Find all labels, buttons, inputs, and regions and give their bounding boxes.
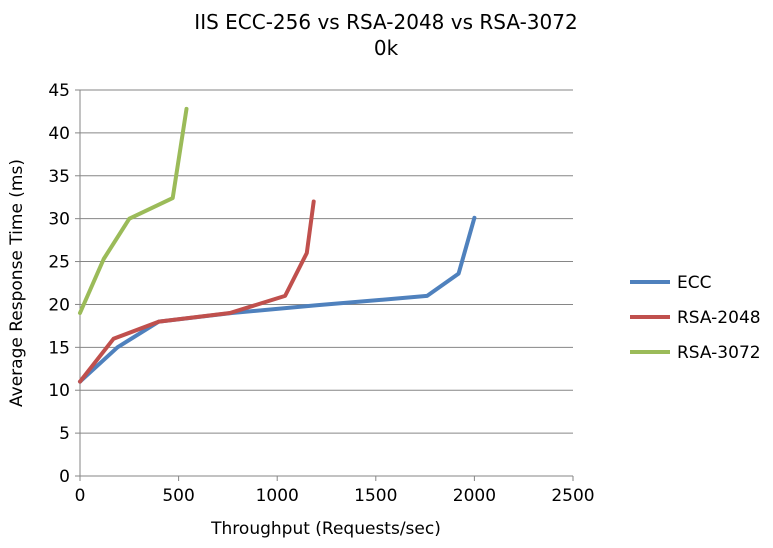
legend: ECC RSA-2048 RSA-3072 bbox=[630, 273, 761, 363]
legend-item-rsa-3072: RSA-3072 bbox=[630, 343, 761, 363]
grid-lines bbox=[80, 89, 573, 434]
legend-item-rsa-2048: RSA-2048 bbox=[630, 308, 761, 328]
legend-label-rsa-3072: RSA-3072 bbox=[677, 343, 761, 363]
x-tick-label: 0 bbox=[75, 486, 86, 506]
x-tick-label: 1500 bbox=[354, 486, 397, 506]
chart-title: IIS ECC-256 vs RSA-2048 vs RSA-3072 bbox=[194, 10, 577, 34]
y-tick-label: 20 bbox=[48, 295, 70, 315]
y-axis-label: Average Response Time (ms) bbox=[7, 159, 27, 407]
y-tick-label: 15 bbox=[48, 338, 70, 358]
x-tick-label: 500 bbox=[162, 486, 194, 506]
y-tick-label: 30 bbox=[48, 210, 70, 230]
y-tick-label: 5 bbox=[59, 424, 70, 444]
x-tick-label: 2000 bbox=[453, 486, 496, 506]
y-tick-label: 0 bbox=[59, 467, 70, 487]
y-tick-label: 10 bbox=[48, 381, 70, 401]
chart-subtitle: 0k bbox=[374, 36, 399, 60]
y-tick-label: 40 bbox=[48, 124, 70, 144]
x-tick-label: 1000 bbox=[256, 486, 299, 506]
y-tick-label: 45 bbox=[48, 81, 70, 101]
legend-item-ecc: ECC bbox=[630, 273, 711, 293]
legend-label-rsa-2048: RSA-2048 bbox=[677, 308, 761, 328]
axes: 0 5 10 15 20 25 30 35 40 45 0 500 1000 1500 2000 2500 bbox=[48, 81, 594, 506]
y-tick-label: 25 bbox=[48, 253, 70, 273]
x-tick-label: 2500 bbox=[551, 486, 594, 506]
series-line-rsa-3072 bbox=[78, 106, 189, 315]
series-line-ecc bbox=[78, 215, 477, 384]
series-lines bbox=[78, 106, 477, 384]
y-tick-label: 35 bbox=[48, 167, 70, 187]
series-line-rsa-2048 bbox=[78, 199, 316, 384]
x-axis-label: Throughput (Requests/sec) bbox=[210, 519, 441, 539]
legend-label-ecc: ECC bbox=[677, 273, 711, 293]
